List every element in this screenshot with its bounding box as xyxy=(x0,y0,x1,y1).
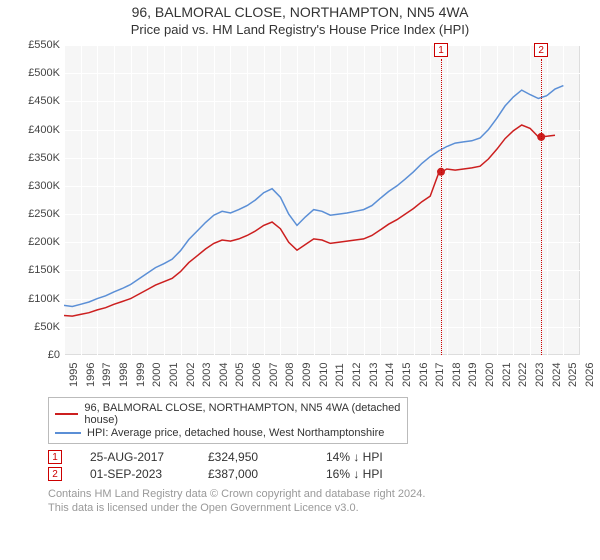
y-tick-label: £500K xyxy=(28,67,60,79)
x-tick-label: 2021 xyxy=(501,363,513,387)
gridline-h xyxy=(64,355,580,356)
sale-row-marker: 2 xyxy=(48,467,62,481)
x-tick-label: 1999 xyxy=(135,363,147,387)
y-tick-label: £150K xyxy=(28,264,60,276)
x-tick-label: 2012 xyxy=(351,363,363,387)
sale-delta: 16% ↓ HPI xyxy=(326,467,416,481)
sale-marker-line xyxy=(541,59,542,355)
x-tick-label: 2014 xyxy=(384,363,396,387)
x-tick-label: 1995 xyxy=(68,363,80,387)
sale-marker-line xyxy=(441,59,442,355)
legend-row: 96, BALMORAL CLOSE, NORTHAMPTON, NN5 4WA… xyxy=(55,402,401,426)
x-tick-label: 1996 xyxy=(85,363,97,387)
x-tick-label: 2016 xyxy=(418,363,430,387)
y-tick-label: £350K xyxy=(28,152,60,164)
y-tick-label: £300K xyxy=(28,180,60,192)
x-tick-label: 2018 xyxy=(451,363,463,387)
sale-date: 25-AUG-2017 xyxy=(90,450,180,464)
x-tick-label: 2025 xyxy=(567,363,579,387)
sale-price: £387,000 xyxy=(208,467,298,481)
x-tick-label: 2022 xyxy=(517,363,529,387)
x-tick-label: 2026 xyxy=(584,363,596,387)
x-tick-label: 2019 xyxy=(467,363,479,387)
chart-area: £0 £50K £100K £150K £200K £250K £300K £350K £400… xyxy=(16,45,584,391)
legend-row: HPI: Average price, detached house, West… xyxy=(55,427,401,439)
series-property xyxy=(64,125,555,316)
y-tick-label: £200K xyxy=(28,236,60,248)
y-tick-label: £400K xyxy=(28,124,60,136)
x-tick-label: 2008 xyxy=(284,363,296,387)
x-tick-label: 2017 xyxy=(434,363,446,387)
y-tick-label: £0 xyxy=(48,349,60,361)
y-tick-label: £550K xyxy=(28,39,60,51)
chart-title: 96, BALMORAL CLOSE, NORTHAMPTON, NN5 4WA xyxy=(0,4,600,20)
attribution: Contains HM Land Registry data © Crown c… xyxy=(48,487,588,516)
x-tick-label: 2011 xyxy=(334,363,346,387)
sale-delta: 14% ↓ HPI xyxy=(326,450,416,464)
x-tick-label: 2001 xyxy=(168,363,180,387)
x-tick-label: 2002 xyxy=(185,363,197,387)
sale-date: 01-SEP-2023 xyxy=(90,467,180,481)
y-tick-label: £450K xyxy=(28,95,60,107)
x-tick-label: 1998 xyxy=(118,363,130,387)
chart-subtitle: Price paid vs. HM Land Registry's House … xyxy=(0,22,600,37)
plot-svg xyxy=(64,45,580,355)
y-tick-label: £250K xyxy=(28,208,60,220)
x-tick-label: 2006 xyxy=(251,363,263,387)
x-tick-label: 2023 xyxy=(534,363,546,387)
sale-row: 2 01-SEP-2023 £387,000 16% ↓ HPI xyxy=(48,467,600,481)
x-tick-label: 2005 xyxy=(234,363,246,387)
legend-swatch xyxy=(55,432,81,434)
sale-marker-box: 2 xyxy=(534,43,548,57)
sale-marker-box: 1 xyxy=(434,43,448,57)
title-block: 96, BALMORAL CLOSE, NORTHAMPTON, NN5 4WA… xyxy=(0,0,600,37)
y-tick-label: £100K xyxy=(28,293,60,305)
x-tick-label: 2015 xyxy=(401,363,413,387)
legend: 96, BALMORAL CLOSE, NORTHAMPTON, NN5 4WA… xyxy=(48,397,408,444)
attribution-line-1: Contains HM Land Registry data © Crown c… xyxy=(48,487,588,501)
x-tick-label: 2024 xyxy=(551,363,563,387)
sales-table: 1 25-AUG-2017 £324,950 14% ↓ HPI 2 01-SEP-202… xyxy=(48,450,600,481)
sale-row: 1 25-AUG-2017 £324,950 14% ↓ HPI xyxy=(48,450,600,464)
x-tick-label: 1997 xyxy=(101,363,113,387)
x-tick-label: 2004 xyxy=(218,363,230,387)
x-tick-label: 2007 xyxy=(268,363,280,387)
gridline-v xyxy=(580,45,581,355)
attribution-line-2: This data is licensed under the Open Gov… xyxy=(48,501,588,515)
x-tick-label: 2010 xyxy=(318,363,330,387)
x-tick-label: 2013 xyxy=(368,363,380,387)
legend-label: 96, BALMORAL CLOSE, NORTHAMPTON, NN5 4WA… xyxy=(84,402,401,426)
sale-row-marker: 1 xyxy=(48,450,62,464)
x-tick-label: 2020 xyxy=(484,363,496,387)
y-tick-label: £50K xyxy=(34,321,60,333)
legend-swatch xyxy=(55,413,78,415)
x-tick-label: 2003 xyxy=(201,363,213,387)
legend-label: HPI: Average price, detached house, West… xyxy=(87,427,384,439)
x-tick-label: 2000 xyxy=(151,363,163,387)
x-tick-label: 2009 xyxy=(301,363,313,387)
sale-price: £324,950 xyxy=(208,450,298,464)
series-hpi xyxy=(64,86,563,307)
